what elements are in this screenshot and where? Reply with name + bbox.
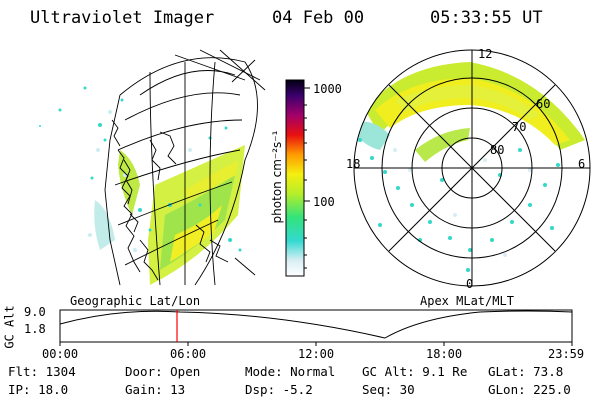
glon-readout: GLon: 225.0 <box>488 382 571 397</box>
xtick-1200: 12:00 <box>298 347 335 361</box>
mlt-6-label: 6 <box>578 157 586 171</box>
geographic-image <box>39 49 266 286</box>
flt-readout: Flt: 1304 <box>8 364 76 379</box>
altitude-ytick-bottom: 1.8 <box>24 322 46 336</box>
time-label: 05:33:55 UT <box>430 8 543 28</box>
mlat-60-label: 60 <box>536 97 551 111</box>
ip-readout: IP: 18.0 <box>8 382 69 397</box>
xtick-0600: 06:00 <box>170 347 207 361</box>
instrument-title: Ultraviolet Imager <box>30 8 215 28</box>
colorbar <box>285 79 305 277</box>
seq-readout: Seq: 30 <box>362 382 415 397</box>
polar-image <box>353 49 591 287</box>
mlat-80-label: 80 <box>490 143 505 157</box>
mlt-0-label: 0 <box>466 277 474 291</box>
glat-readout: GLat: 73.8 <box>488 364 564 379</box>
mode-readout: Mode: Normal <box>245 364 336 379</box>
mlt-12-label: 12 <box>478 47 493 61</box>
xtick-1800: 18:00 <box>426 347 463 361</box>
date-label: 04 Feb 00 <box>272 8 365 28</box>
xtick-2359: 23:59 <box>548 347 585 361</box>
colorbar-ticks <box>304 87 310 269</box>
mlt-18-label: 18 <box>346 157 361 171</box>
gc-alt-readout: GC Alt: 9.1 Re <box>362 364 468 379</box>
altitude-plot <box>59 309 573 346</box>
colorbar-tick-1000: 1000 <box>313 82 342 96</box>
gain-readout: Gain: 13 <box>125 382 186 397</box>
xtick-0000: 00:00 <box>42 347 79 361</box>
apex-caption: Apex MLat/MLT <box>420 294 514 308</box>
colorbar-unit-label: photon cm⁻²s⁻¹ <box>270 130 284 224</box>
geographic-caption: Geographic Lat/Lon <box>70 294 201 308</box>
mlat-70-label: 70 <box>512 120 527 134</box>
colorbar-tick-100: 100 <box>313 195 335 209</box>
door-readout: Door: Open <box>125 364 201 379</box>
dsp-readout: Dsp: -5.2 <box>245 382 313 397</box>
altitude-ylabel: GC Alt <box>2 305 17 349</box>
altitude-ytick-top: 9.0 <box>24 305 46 319</box>
